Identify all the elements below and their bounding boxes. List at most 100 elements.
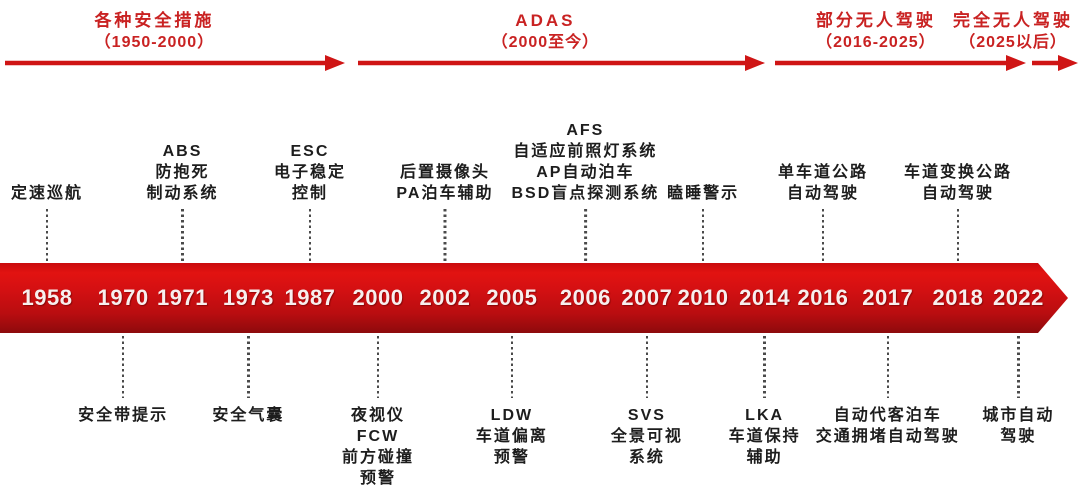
dotted-connector [645,336,649,398]
event-label-line: 车道偏离 [475,428,548,445]
event-label: 城市自动 驾驶 [982,405,1054,447]
event-label-line: 电子稳定 [273,164,346,181]
dotted-connector [45,209,49,262]
event-above: 单车道公路 自动驾驶 [778,162,868,262]
phase-subtitle: （2016-2025） [816,34,936,51]
event-label-line: 安全气囊 [212,407,285,424]
event-label-line: AP自动泊车 [536,164,635,181]
event-label: 安全带提示 [78,405,168,426]
event-below: LKA 车道保持辅助 [729,336,801,468]
dotted-connector [443,209,447,262]
event-above: 定速巡航 [11,183,83,262]
dotted-connector [376,336,380,398]
event-label-line: BSD盲点探测系统 [511,185,660,202]
event-below: 安全带提示 [78,336,168,426]
event-label: 单车道公路 自动驾驶 [778,162,868,204]
event-label-line: 后置摄像头 [399,164,490,181]
event-label: 后置摄像头 PA泊车辅助 [396,162,493,204]
event-label: AFS 自适应前照灯系统 AP自动泊车 BSD盲点探测系统 [511,120,659,204]
event-label-line: 车道变换公路 [903,164,1012,181]
event-label: 自动代客泊车 交通拥堵自动驾驶 [816,405,960,447]
event-label-line: 预警 [493,449,530,466]
event-label-line: FCW [356,428,400,445]
event-label-line: 自适应前照灯系统 [513,143,658,160]
dotted-connector [821,209,825,262]
event-label: SVS 全景可视系统 [611,405,683,468]
timeline-year: 2007 [621,285,673,310]
timeline-year: 2016 [797,285,849,310]
event-label-line: AFS [566,122,605,139]
event-label: ABS 防抱死 制动系统 [147,141,219,204]
phase-arrow-head [325,55,345,71]
dotted-connector [701,209,705,262]
timeline-band: 1958 1970 1971 1973 1987 2000 2002 2005 2006 2007… [0,263,1080,333]
dotted-connector [584,209,587,262]
event-label-line: LKA [745,407,785,424]
phase-title: 部分无人驾驶 [815,11,936,30]
phase-arrows [5,55,1078,71]
event-label-line: 瞌睡警示 [667,185,740,202]
dotted-connector [763,336,766,398]
timeline-year: 2005 [486,285,538,310]
event-label-line: 辅助 [746,449,783,466]
phase-subtitle: （2025以后） [959,34,1067,51]
phase-title: ADAS [515,11,576,30]
event-below: SVS 全景可视系统 [611,336,683,468]
event-label-line: ABS [162,143,203,160]
timeline-band-arrow [0,263,1068,333]
event-label-line: 交通拥堵自动驾驶 [815,428,960,445]
event-above: 车道变换公路 自动驾驶 [904,162,1012,262]
dotted-connector [1017,336,1020,398]
event-below: 安全气囊 [212,336,284,426]
event-label: LDW 车道偏离 预警 [476,405,548,468]
dotted-connector [956,209,960,262]
phase-arrow-head [745,55,765,71]
event-label-line: 安全带提示 [78,407,169,424]
dotted-connector [247,336,250,398]
event-label-line: 前方碰撞 [341,449,415,466]
timeline-year: 2014 [739,285,791,310]
timeline-band-shape [0,263,1068,333]
event-label-line: 预警 [359,470,397,487]
timeline-year: 1971 [157,285,208,310]
phase-label: ADAS （2000至今） [492,10,600,54]
event-label-line: 车道保持 [728,428,801,445]
event-label-line: 防抱死 [155,164,210,181]
timeline-year: 1970 [97,285,149,310]
event-label-line: 自动驾驶 [786,185,859,202]
timeline-year: 1987 [284,285,336,310]
dotted-connector [308,209,312,262]
event-label-line: 夜视仪 [350,407,406,424]
event-label-line: SVS [627,407,666,424]
event-above: ABS 防抱死 制动系统 [147,141,219,262]
timeline-year: 2022 [992,285,1044,310]
phase-title: 完全无人驾驶 [953,11,1074,30]
event-above: AFS 自适应前照灯系统 AP自动泊车 BSD盲点探测系统 [511,120,659,262]
event-label-line: PA泊车辅助 [396,185,494,202]
event-above: 后置摄像头 PA泊车辅助 [396,162,493,262]
dotted-connector [510,336,514,398]
event-label-line: 驾驶 [1000,428,1037,445]
timeline-year: 2002 [419,285,471,310]
event-label-line: 城市自动 [982,407,1055,424]
phase-arrow-head [1058,55,1078,71]
phase-label: 部分无人驾驶 （2016-2025） [816,10,936,54]
event-above: ESC 电子稳定 控制 [274,141,346,262]
event-label-line: 自动驾驶 [921,185,994,202]
event-below: 夜视仪 FCW 前方碰撞预警 [342,336,414,489]
phase-label: 各种安全措施 （1950-2000） [94,10,214,54]
event-label: 夜视仪 FCW 前方碰撞预警 [342,405,414,489]
event-label-line: 系统 [628,449,665,466]
timeline-year: 2006 [559,285,611,310]
dotted-connector [181,209,184,262]
event-label-line: 定速巡航 [10,185,83,202]
phase-label: 完全无人驾驶 （2025以后） [953,10,1073,54]
timeline-year: 1958 [21,285,73,310]
event-label-line: 单车道公路 [777,164,868,181]
event-label-line: 全景可视 [610,428,683,445]
timeline-year: 2017 [862,285,914,310]
dotted-connector [121,336,125,398]
timeline-year: 2010 [677,285,729,310]
timeline-year: 2000 [352,285,404,310]
